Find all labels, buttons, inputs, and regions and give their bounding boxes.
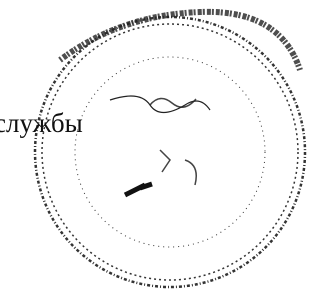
document-fragment: службы (0, 0, 310, 293)
stamp-border-text (60, 12, 300, 70)
document-text: службы (0, 108, 83, 138)
page: {"text": "службы"} службы (() => { const… (0, 0, 310, 293)
stamp-outer-ring-inner (42, 24, 298, 280)
stamp-inner-ring (75, 57, 265, 247)
stamp (35, 12, 305, 287)
signature-mark (125, 184, 152, 195)
